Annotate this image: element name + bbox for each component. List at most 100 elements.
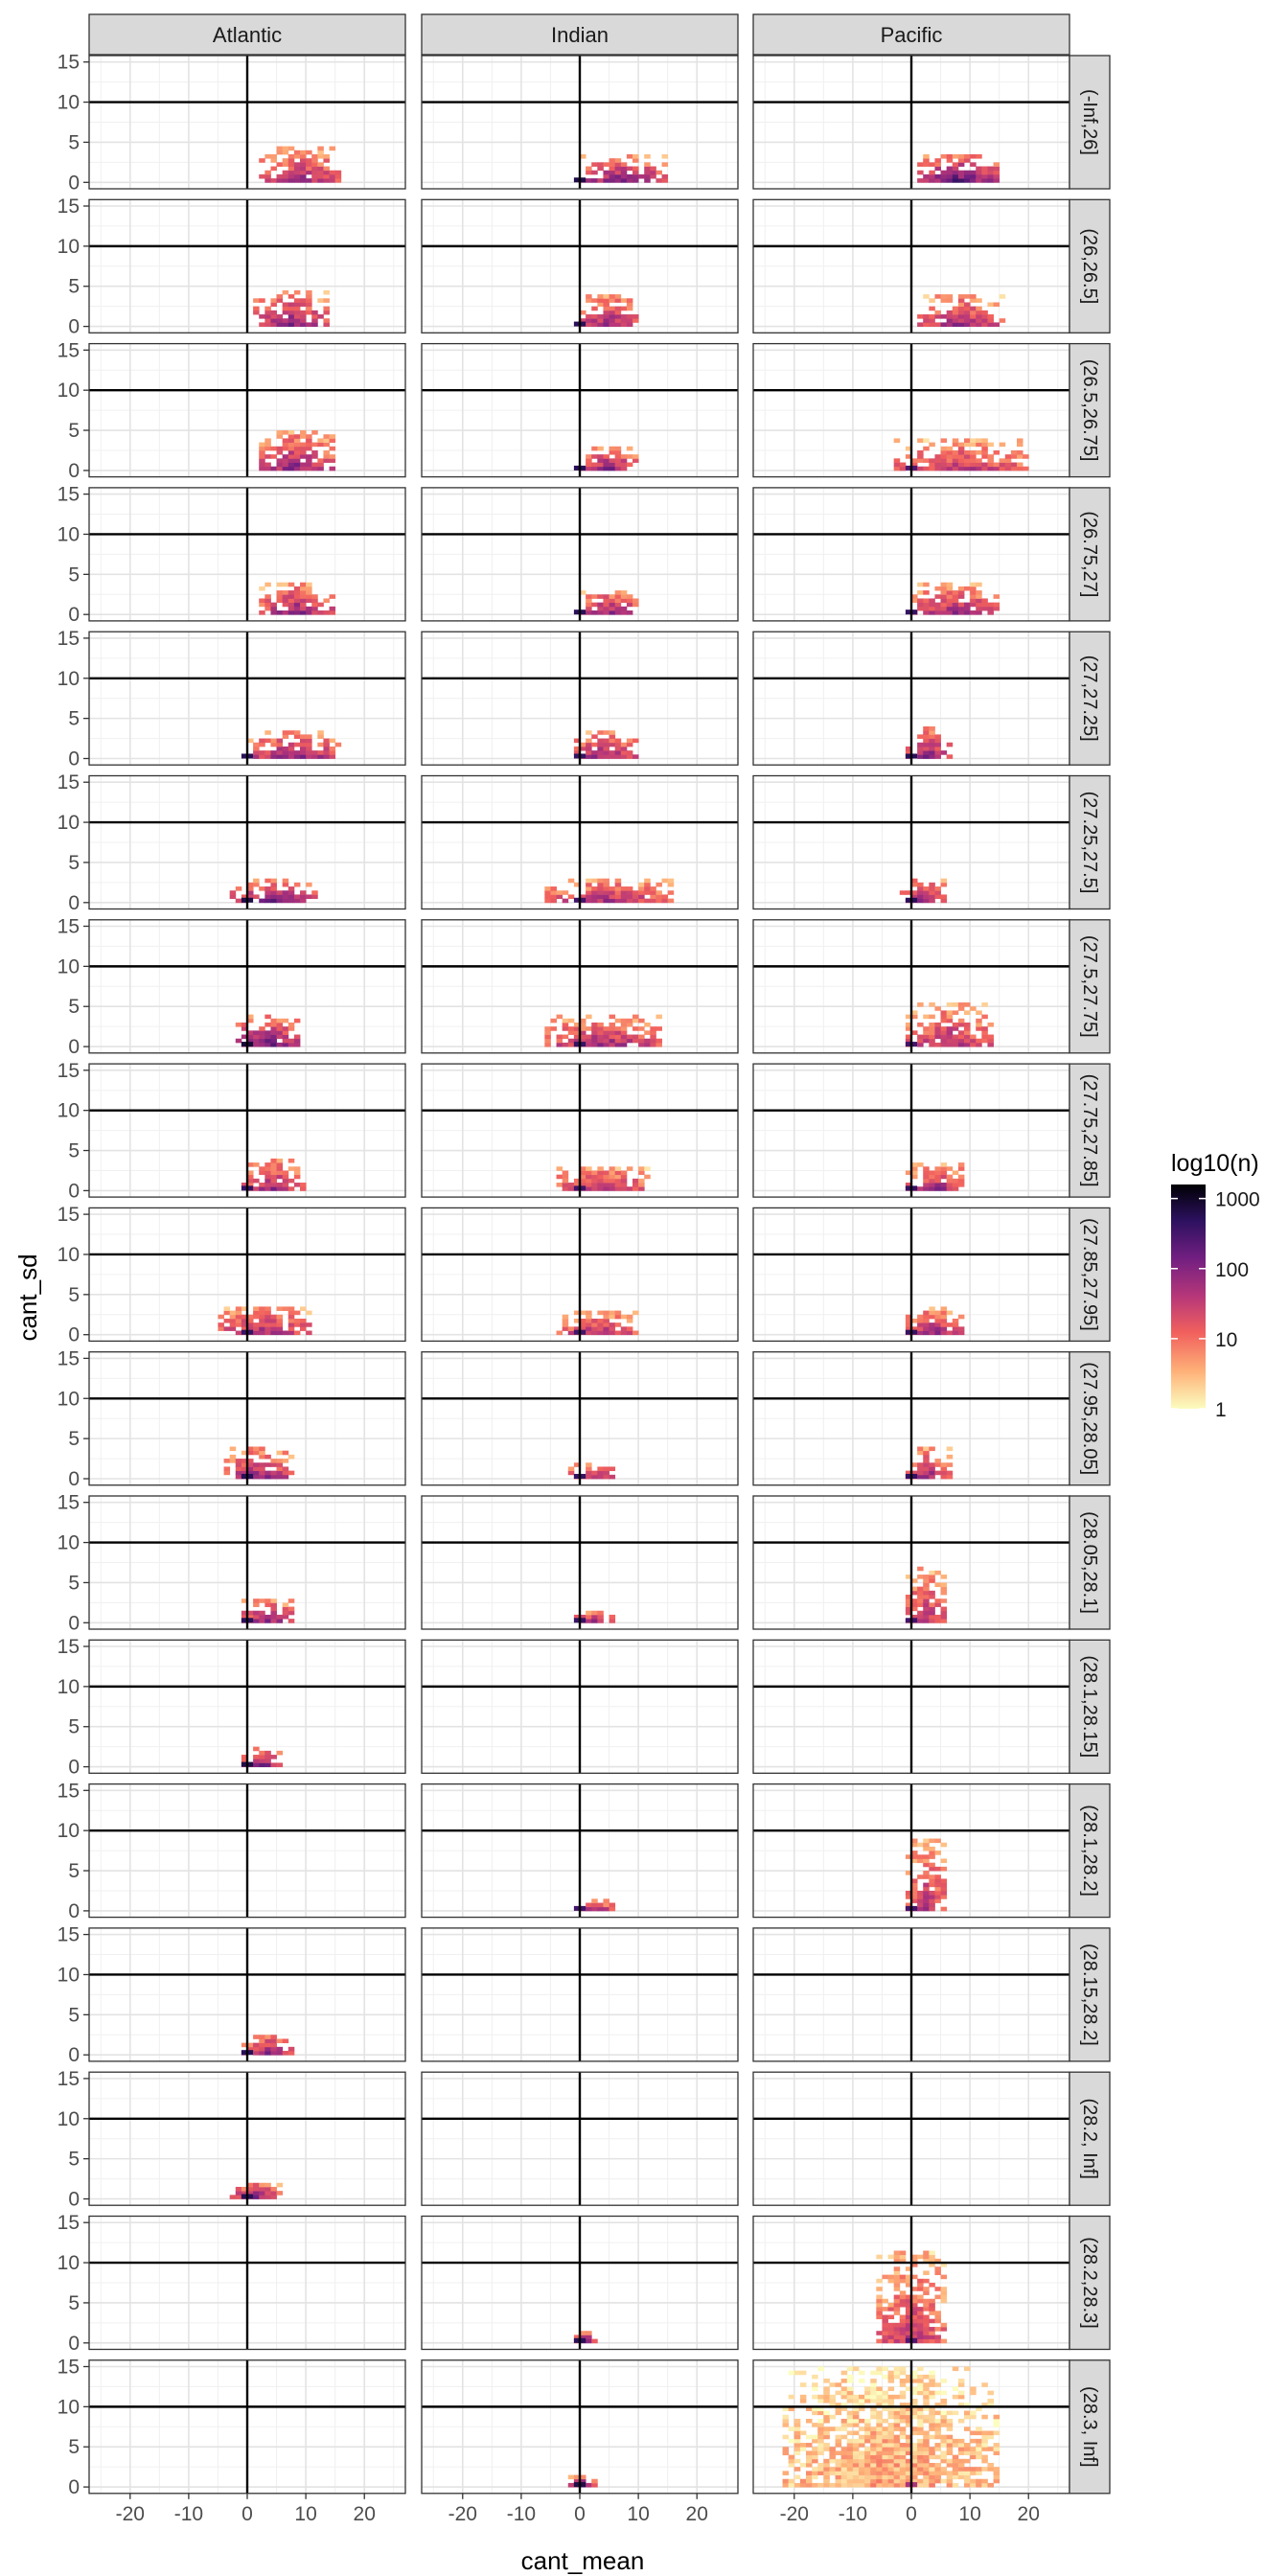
heatmap-tile <box>940 1314 948 1320</box>
heatmap-tile <box>620 1314 628 1320</box>
heatmap-tile <box>905 1902 912 1908</box>
heatmap-tile <box>970 454 977 459</box>
heatmap-tile <box>870 2478 877 2484</box>
heatmap-tile <box>586 298 592 303</box>
heatmap-tile <box>905 1034 912 1040</box>
heatmap-tile <box>259 462 265 468</box>
heatmap-tile <box>917 754 924 759</box>
heatmap-tile <box>940 2458 948 2464</box>
heatmap-tile <box>614 1183 622 1187</box>
heatmap-tile <box>917 1466 924 1472</box>
heatmap-tile <box>609 462 616 468</box>
heatmap-tile <box>656 1014 662 1020</box>
heatmap-tile <box>929 1030 935 1035</box>
heatmap-tile <box>603 594 610 599</box>
heatmap-tile <box>976 602 982 608</box>
heatmap-tile <box>987 1022 994 1027</box>
heatmap-tile <box>917 162 924 167</box>
heatmap-tile <box>270 2035 277 2039</box>
heatmap-tile <box>964 318 971 323</box>
heatmap-tile <box>293 1174 301 1180</box>
heatmap-tile <box>876 2311 883 2315</box>
heatmap-tile <box>905 2386 912 2392</box>
heatmap-tile <box>597 1034 604 1040</box>
heatmap-tile <box>917 2287 924 2291</box>
y-tick-label: 15 <box>58 1492 80 1514</box>
heatmap-tile <box>957 462 965 468</box>
heatmap-tile <box>586 746 592 751</box>
heatmap-tile <box>899 2302 907 2308</box>
heatmap-tile <box>929 1038 935 1044</box>
heatmap-tile <box>917 2334 924 2340</box>
heatmap-tile <box>917 890 924 895</box>
heatmap-tile <box>917 1614 924 1620</box>
heatmap-tile <box>620 166 628 172</box>
heatmap-tile <box>253 746 260 751</box>
heatmap-tile <box>929 1042 935 1047</box>
heatmap-cluster <box>905 1446 954 1480</box>
heatmap-tile <box>923 1854 930 1859</box>
heatmap-tile <box>264 754 271 759</box>
heatmap-tile <box>823 2430 830 2436</box>
heatmap-tile <box>882 2406 888 2411</box>
heatmap-tile <box>329 178 336 183</box>
heatmap-tile <box>929 1854 935 1859</box>
heatmap-tile <box>597 894 604 900</box>
heatmap-tile <box>899 2274 907 2280</box>
heatmap-tile <box>934 1462 941 1467</box>
heatmap-tile <box>794 2370 801 2376</box>
heatmap-tile <box>603 1026 610 1031</box>
heatmap-tile <box>306 738 312 744</box>
heatmap-tile <box>235 1466 242 1472</box>
heatmap-tile <box>270 610 277 615</box>
heatmap-tile <box>586 170 592 175</box>
heatmap-tile <box>638 1166 645 1171</box>
heatmap-tile <box>929 2418 935 2424</box>
heatmap-tile <box>597 1026 604 1031</box>
heatmap-tile <box>306 158 312 163</box>
heatmap-tile <box>259 1474 265 1480</box>
density-strip-label: (27.75,27.85] <box>1079 1074 1100 1187</box>
heatmap-tile <box>940 750 948 755</box>
heatmap-tile <box>952 1010 959 1016</box>
y-tick-label: 0 <box>68 2476 80 2498</box>
heatmap-tile <box>940 1906 948 1912</box>
heatmap-tile <box>893 466 901 472</box>
heatmap-tile <box>282 442 289 448</box>
heatmap-tile <box>999 294 1006 299</box>
heatmap-tile <box>887 2386 895 2392</box>
heatmap-tile <box>934 458 941 463</box>
heatmap-tile <box>923 2254 930 2260</box>
heatmap-tile <box>591 1038 598 1044</box>
y-tick-label: 15 <box>58 1636 80 1658</box>
heatmap-tile <box>940 1882 948 1888</box>
heatmap-tile <box>846 2482 854 2488</box>
heatmap-tile <box>981 314 988 319</box>
heatmap-tile <box>840 2471 848 2475</box>
heatmap-tile <box>609 1170 616 1176</box>
heatmap-tile <box>632 894 639 900</box>
heatmap-tile <box>893 2443 901 2448</box>
heatmap-tile <box>957 1183 965 1187</box>
density-strip-label: (28.15,28.2] <box>1079 1944 1100 2046</box>
heatmap-tile <box>626 153 633 159</box>
heatmap-tile <box>288 318 295 323</box>
heatmap-tile <box>859 2379 865 2383</box>
heatmap-tile <box>282 1610 289 1616</box>
x-tick-label: -10 <box>839 2503 867 2525</box>
heatmap-tile <box>970 298 977 303</box>
heatmap-tile <box>929 898 935 904</box>
heatmap-tile <box>852 2450 860 2456</box>
heatmap-tile <box>846 2390 854 2396</box>
heatmap-tile <box>929 1619 935 1623</box>
heatmap-tile <box>893 2311 901 2315</box>
heatmap-tile <box>586 1034 592 1040</box>
heatmap-tile <box>626 1034 633 1040</box>
heatmap-tile <box>893 2334 901 2340</box>
heatmap-tile <box>934 322 941 328</box>
heatmap-tile <box>264 2042 271 2048</box>
heatmap-tile <box>929 1186 935 1191</box>
heatmap-tile <box>609 606 616 611</box>
heatmap-tile <box>987 2390 994 2396</box>
heatmap-tile <box>934 2474 941 2480</box>
